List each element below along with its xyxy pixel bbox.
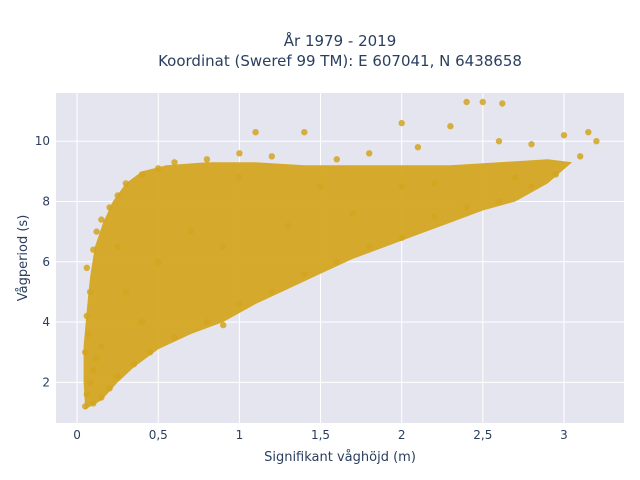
- scatter-point: [155, 258, 162, 265]
- x-axis-ticks: 0 0,5 1 1,5 2 2,5 3: [73, 428, 567, 442]
- scatter-point: [171, 333, 178, 341]
- scatter-point: [236, 150, 243, 157]
- scatter-point: [414, 144, 422, 151]
- scatter-point: [98, 343, 105, 350]
- scatter-point: [122, 180, 129, 187]
- scatter-point: [236, 174, 243, 181]
- x-tick-label: 2: [398, 428, 406, 442]
- scatter-point: [83, 391, 91, 398]
- scatter-point: [203, 318, 211, 326]
- scatter-point: [333, 258, 340, 265]
- scatter-point: [252, 129, 259, 136]
- scatter-point: [220, 243, 227, 250]
- scatter-point: [106, 385, 113, 392]
- scatter-point: [398, 119, 405, 127]
- scatter-point: [284, 222, 292, 229]
- scatter-point: [463, 98, 470, 106]
- scatter-point: [90, 246, 97, 253]
- scatter-point: [90, 367, 97, 374]
- scatter-point: [398, 234, 405, 241]
- scatter-point: [366, 150, 373, 157]
- scatter-point: [430, 213, 438, 220]
- scatter-point: [83, 264, 91, 271]
- scatter-point: [114, 243, 121, 250]
- scatter-point: [430, 180, 438, 187]
- scatter-point: [93, 355, 100, 362]
- scatter-point: [98, 394, 105, 401]
- scatter-point: [83, 312, 91, 320]
- scatter-point: [268, 153, 275, 160]
- y-tick-label: 8: [42, 194, 50, 208]
- scatter-point: [203, 156, 211, 163]
- scatter-point: [349, 210, 357, 217]
- x-axis-title: Signifikant våghöjd (m): [264, 450, 416, 465]
- x-tick-label: 2,5: [473, 428, 492, 442]
- y-tick-label: 10: [35, 134, 50, 148]
- scatter-point: [85, 330, 92, 338]
- y-axis-ticks: 2 4 6 8 10: [35, 134, 50, 389]
- scatter-point: [236, 300, 243, 308]
- x-tick-label: 0: [73, 428, 81, 442]
- scatter-point: [187, 228, 194, 235]
- scatter-point: [138, 171, 146, 178]
- y-tick-label: 2: [42, 375, 50, 389]
- scatter-point: [593, 138, 600, 145]
- scatter-point: [86, 288, 94, 296]
- scatter-point: [93, 228, 100, 235]
- scatter-point: [333, 156, 340, 163]
- scatter-point: [301, 129, 308, 136]
- scatter-point: [528, 183, 535, 190]
- scatter-point: [138, 318, 146, 326]
- chart-title-line-1: År 1979 - 2019: [284, 31, 397, 50]
- scatter-point: [552, 171, 559, 178]
- scatter-point: [122, 288, 129, 296]
- scatter-point: [86, 379, 94, 386]
- scatter-point: [268, 288, 275, 296]
- scatter-point: [301, 270, 308, 277]
- scatter-point: [90, 400, 97, 407]
- scatter-point: [106, 204, 113, 211]
- scatter-point: [512, 174, 519, 181]
- scatter-point: [499, 100, 506, 107]
- scatter-point: [463, 204, 470, 211]
- scatter-point: [171, 159, 178, 166]
- scatter-point: [220, 321, 227, 329]
- scatter-point: [317, 183, 324, 190]
- scatter-point: [114, 192, 121, 199]
- scatter-density-region: [83, 159, 573, 410]
- scatter-point: [398, 183, 405, 190]
- scatter-point: [479, 98, 486, 106]
- scatter-point: [366, 243, 373, 250]
- scatter-point: [155, 165, 162, 172]
- y-axis-title: Vågperiod (s): [16, 215, 31, 302]
- point-cloud-density: [83, 159, 573, 410]
- x-tick-label: 1,5: [311, 428, 330, 442]
- x-tick-label: 3: [560, 428, 568, 442]
- scatter-point: [560, 132, 568, 139]
- scatter-point: [130, 361, 138, 368]
- scatter-point: [98, 216, 105, 223]
- scatter-point: [146, 349, 154, 356]
- scatter-point: [114, 373, 121, 380]
- chart-title-line-2: Koordinat (Sweref 99 TM): E 607041, N 64…: [158, 52, 522, 70]
- scatter-point: [585, 129, 592, 136]
- scatter-point: [82, 403, 89, 410]
- x-tick-label: 0,5: [149, 428, 168, 442]
- scatter-point: [577, 153, 584, 160]
- y-tick-label: 4: [42, 315, 50, 329]
- scatter-point: [495, 138, 503, 145]
- scatter-point: [447, 123, 454, 130]
- scatter-point: [528, 141, 535, 148]
- x-tick-label: 1: [236, 428, 244, 442]
- scatter-point: [82, 349, 89, 356]
- scatter-point: [495, 198, 503, 205]
- data-points: [82, 98, 600, 410]
- y-tick-label: 6: [42, 255, 50, 269]
